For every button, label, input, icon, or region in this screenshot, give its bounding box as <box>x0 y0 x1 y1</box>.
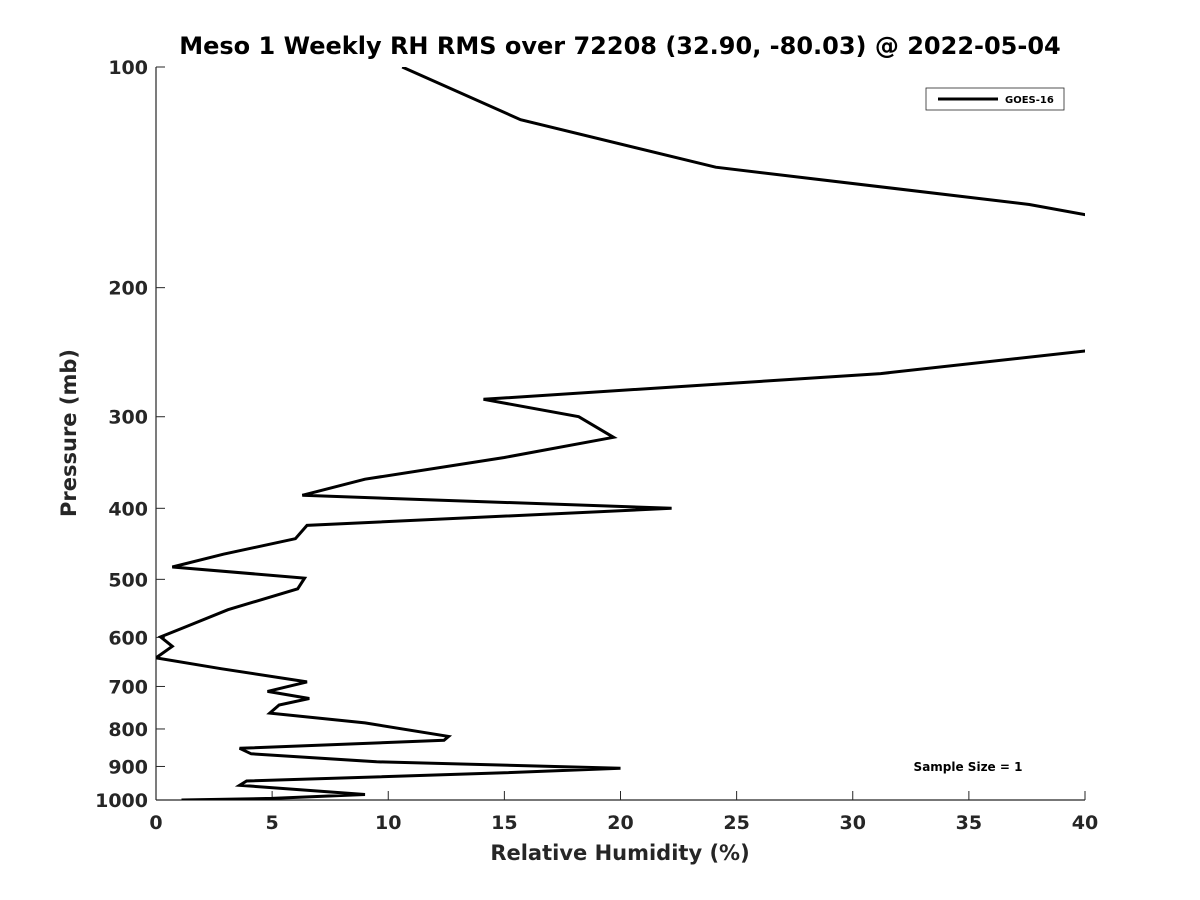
plot-area <box>156 67 1085 800</box>
y-tick-label: 100 <box>108 57 148 79</box>
y-tick-label: 400 <box>108 498 148 520</box>
chart-title: Meso 1 Weekly RH RMS over 72208 (32.90, … <box>179 32 1061 60</box>
x-tick-label: 25 <box>723 812 749 834</box>
x-ticks: 0 5 10 15 20 25 30 35 40 <box>149 791 1098 834</box>
sample-size-note: Sample Size = 1 <box>914 760 1023 774</box>
x-tick-label: 20 <box>607 812 633 834</box>
x-tick-label: 35 <box>956 812 982 834</box>
y-tick-label: 300 <box>108 407 148 429</box>
y-tick-label: 500 <box>108 569 148 591</box>
x-tick-label: 0 <box>149 812 162 834</box>
legend: GOES-16 <box>925 87 1065 111</box>
y-tick-label: 700 <box>108 676 148 698</box>
y-tick-label: 200 <box>108 278 148 300</box>
y-tick-label: 900 <box>108 756 148 778</box>
axes: 0 5 10 15 20 25 30 35 40 100 200 300 400 500 600 700 80… <box>95 57 1098 834</box>
x-tick-label: 15 <box>491 812 517 834</box>
y-ticks: 100 200 300 400 500 600 700 800 900 1000 <box>95 57 165 812</box>
x-tick-label: 10 <box>375 812 401 834</box>
x-tick-label: 40 <box>1072 812 1098 834</box>
x-tick-label: 30 <box>840 812 866 834</box>
series-line-goes-16 <box>156 67 1085 800</box>
legend-entry: GOES-16 <box>1005 95 1054 106</box>
y-tick-label: 600 <box>108 627 148 649</box>
y-tick-label: 1000 <box>95 790 148 812</box>
y-axis-label: Pressure (mb) <box>57 349 81 517</box>
x-axis-label: Relative Humidity (%) <box>490 841 749 865</box>
x-tick-label: 5 <box>266 812 279 834</box>
y-tick-label: 800 <box>108 719 148 741</box>
